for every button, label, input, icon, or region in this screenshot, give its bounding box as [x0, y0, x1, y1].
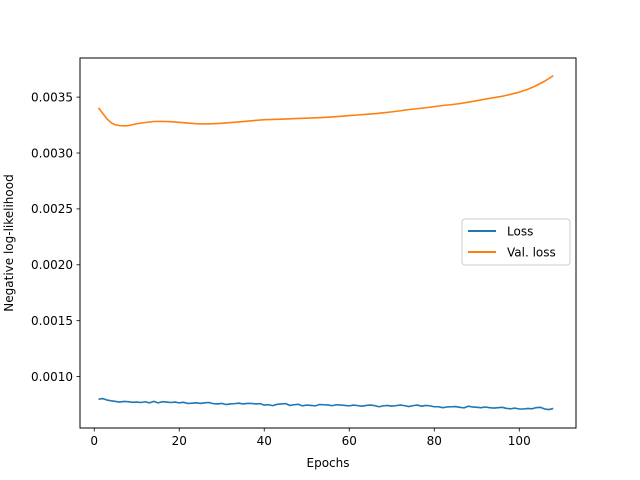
legend-label-val-loss: Val. loss — [507, 246, 556, 260]
legend-label-loss: Loss — [507, 225, 533, 239]
x-tick-label: 0 — [90, 434, 98, 448]
x-tick-label: 20 — [172, 434, 187, 448]
legend: Loss Val. loss — [461, 218, 571, 266]
y-tick-label: 0.0010 — [31, 370, 73, 384]
plot-frame — [79, 57, 577, 429]
x-tick-label: 100 — [508, 434, 531, 448]
x-tick-label: 80 — [427, 434, 442, 448]
y-tick-label: 0.0015 — [31, 314, 73, 328]
x-tick-label: 60 — [342, 434, 357, 448]
x-axis-ticks: 0 20 40 60 80 100 — [90, 428, 531, 448]
y-tick-label: 0.0020 — [31, 258, 73, 272]
y-tick-label: 0.0030 — [31, 146, 73, 160]
y-axis-ticks: 0.0010 0.0015 0.0020 0.0025 0.0030 0.0035 — [31, 90, 80, 384]
y-axis-label: Negative log-likelihood — [2, 174, 16, 311]
y-tick-label: 0.0025 — [31, 202, 73, 216]
series-line-loss — [98, 397, 554, 411]
x-tick-label: 40 — [257, 434, 272, 448]
y-tick-label: 0.0035 — [31, 90, 73, 104]
series-line-val-loss — [97, 74, 554, 127]
series-layer — [97, 74, 554, 411]
x-axis-label: Epochs — [307, 456, 350, 470]
